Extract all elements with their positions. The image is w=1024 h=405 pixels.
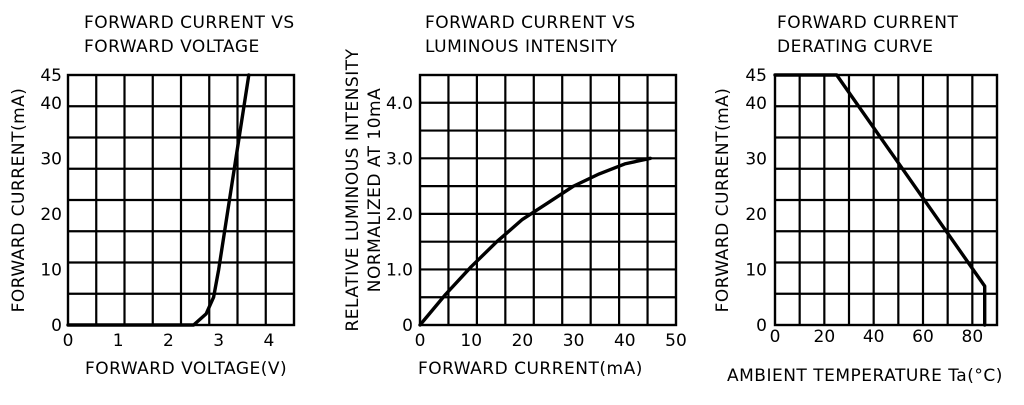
chart-title-line: LUMINOUS INTENSITY (425, 37, 618, 57)
x-axis-label: FORWARD CURRENT(mA) (418, 359, 643, 379)
y-axis-label: FORWARD CURRENT(mA) (713, 88, 733, 313)
x-axis-label: AMBIENT TEMPERATURE Ta(°C) (727, 366, 1003, 386)
y-tick-label: 30 (40, 149, 62, 169)
chart-panel-2: FORWARD CURRENT VS LUMINOUS INTENSITY FORW… (343, 13, 687, 379)
chart-panel-1: FORWARD CURRENT VS FORWARD VOLTAGE FORWARD… (9, 13, 296, 379)
chart-title-line: FORWARD CURRENT VS (425, 13, 636, 33)
chart-title-line: FORWARD VOLTAGE (84, 37, 260, 57)
y-axis-label: RELATIVE LUMINOUS INTENSITY (343, 48, 363, 331)
y-axis-label: FORWARD CURRENT(mA) (9, 88, 29, 313)
x-tick-label: 40 (863, 327, 885, 347)
series-line (773, 73, 987, 327)
x-tick-label: 40 (614, 331, 636, 351)
x-tick-label: 2 (163, 331, 174, 351)
plot-frame (773, 73, 999, 327)
x-tick-label: 4 (263, 331, 274, 351)
y-tick-label: 40 (745, 94, 767, 114)
y-tick-label: 0 (402, 316, 413, 336)
y-tick-label: 20 (745, 205, 767, 225)
y-tick-label: 30 (745, 149, 767, 169)
chart-title-line: DERATING CURVE (777, 37, 934, 57)
x-tick-label: 80 (962, 327, 984, 347)
chart-title-line: FORWARD CURRENT (777, 13, 958, 33)
x-tick-label: 3 (213, 331, 224, 351)
grid (420, 75, 676, 325)
x-tick-label: 50 (665, 331, 687, 351)
x-tick-label: 0 (770, 327, 781, 347)
y-tick-label: 10 (745, 260, 767, 280)
y-tick-label: 0 (756, 316, 767, 336)
y-tick-label: 4.0 (386, 94, 413, 114)
x-tick-label: 60 (912, 327, 934, 347)
y-tick-label: 2.0 (386, 205, 413, 225)
x-tick-label: 20 (814, 327, 836, 347)
x-tick-label: 10 (460, 331, 482, 351)
chart-title-line: FORWARD CURRENT VS (84, 13, 295, 33)
y-tick-label: 45 (40, 66, 62, 86)
x-axis-label: FORWARD VOLTAGE(V) (85, 359, 287, 379)
plot-frame (418, 73, 678, 327)
y-tick-label: 45 (745, 66, 767, 86)
x-tick-label: 0 (415, 331, 426, 351)
y-tick-label: 20 (40, 205, 62, 225)
x-tick-label: 20 (512, 331, 534, 351)
grid (775, 75, 997, 325)
y-tick-label: 40 (40, 94, 62, 114)
y-tick-label: 1.0 (386, 260, 413, 280)
x-tick-label: 1 (113, 331, 124, 351)
chart-panel-3: FORWARD CURRENT DERATING CURVE AMBIENT TEM… (713, 13, 1003, 386)
x-tick-label: 30 (563, 331, 585, 351)
series-line (418, 156, 653, 327)
grid (68, 75, 294, 325)
series-line (66, 73, 251, 327)
y-tick-label: 0 (51, 316, 62, 336)
y-axis-label: NORMALIZED AT 10mA (365, 88, 385, 293)
x-tick-label: 0 (63, 331, 74, 351)
y-tick-label: 3.0 (386, 149, 413, 169)
y-tick-label: 10 (40, 260, 62, 280)
